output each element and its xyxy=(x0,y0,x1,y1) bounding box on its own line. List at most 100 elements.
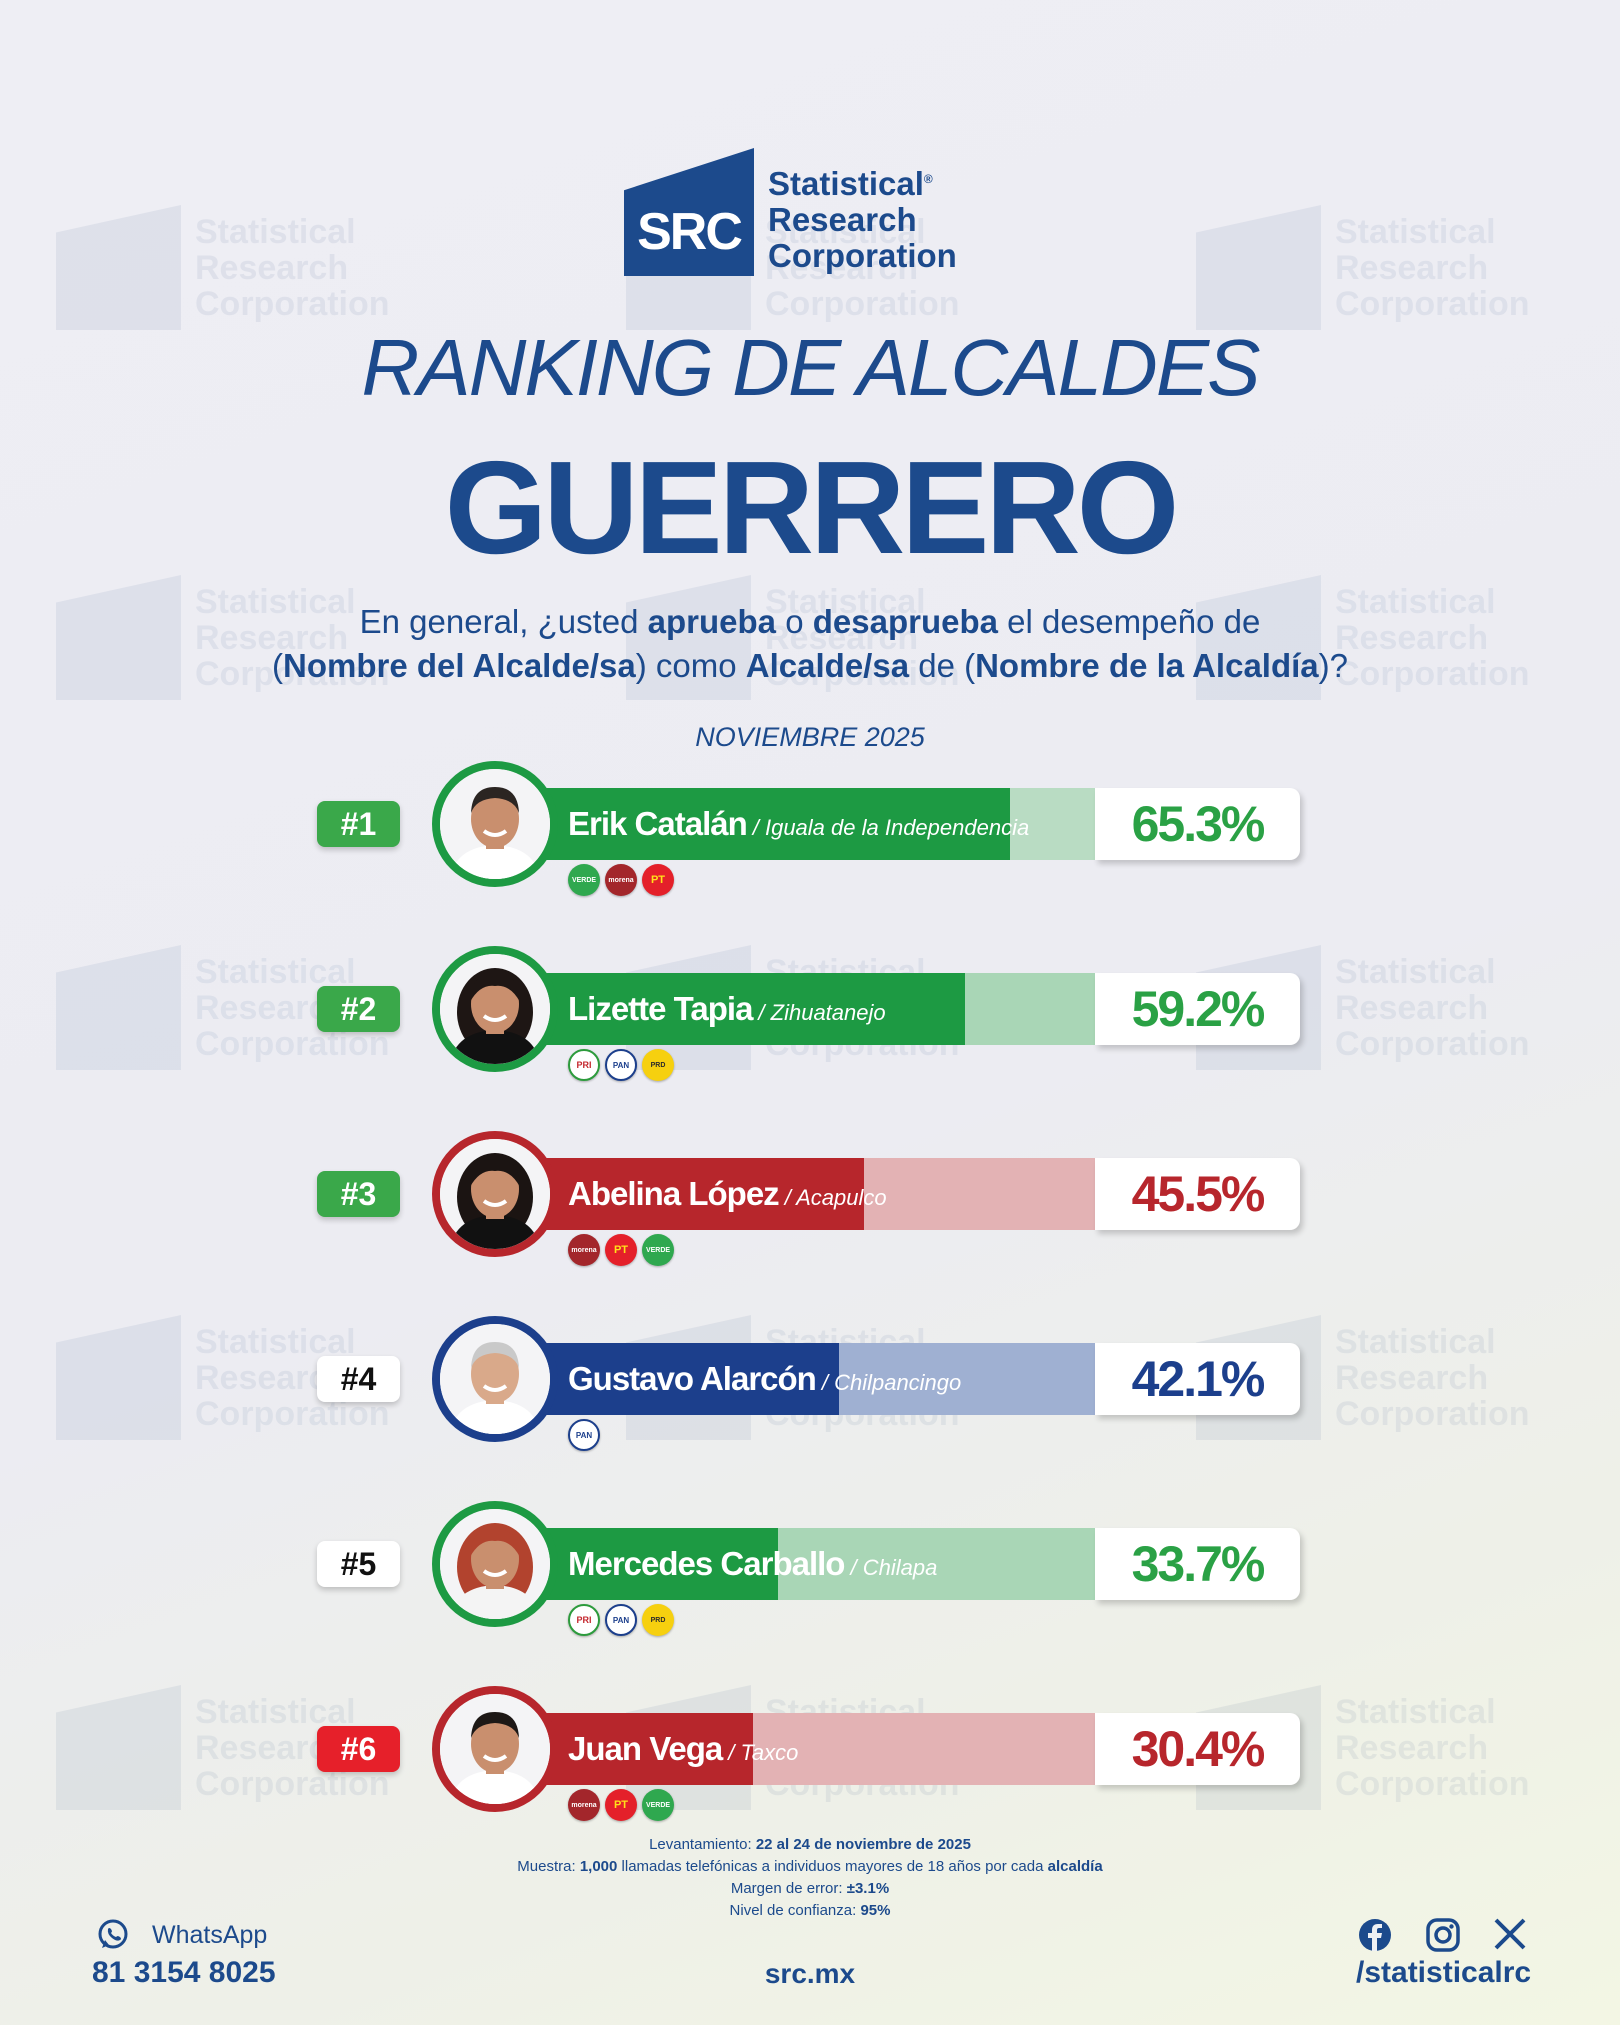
bar-fill xyxy=(530,1158,864,1230)
text-run: Nivel de confianza: xyxy=(729,1902,861,1919)
party-verde-icon: VERDE xyxy=(642,1789,674,1821)
text-run: Muestra: xyxy=(517,1858,580,1875)
approval-value: 45.5% xyxy=(1095,1158,1300,1230)
emphasis-text: Alcalde/sa xyxy=(745,647,910,684)
candidate-label: Abelina López / Acapulco xyxy=(568,1158,887,1230)
candidate-photo xyxy=(432,1501,558,1627)
portrait-image xyxy=(440,954,550,1064)
social-links xyxy=(1358,1918,1526,1952)
candidate-photo xyxy=(432,1131,558,1257)
page-title: RANKING DE ALCALDES xyxy=(361,323,1260,412)
rank-badge: #6 xyxy=(317,1726,400,1772)
survey-question: En general, ¿usted aprueba o desaprueba … xyxy=(0,600,1620,688)
text-run: ( xyxy=(272,647,283,684)
party-prd-icon: PRD xyxy=(642,1049,674,1081)
whatsapp-icon xyxy=(98,1919,128,1949)
party-pan-icon: PAN xyxy=(605,1604,637,1636)
party-verde-icon: VERDE xyxy=(642,1234,674,1266)
text-run: el desempeño de xyxy=(997,603,1261,640)
rank-badge: #5 xyxy=(317,1541,400,1587)
note-line: Margen de error: ±3.1% xyxy=(0,1878,1620,1900)
chart-row: #3 Abelina López / Acapulco 45.5% morena PT VE… xyxy=(0,1124,1620,1266)
candidate-name: Mercedes Carballo xyxy=(568,1545,845,1582)
candidate-photo xyxy=(432,946,558,1072)
rank-badge: #1 xyxy=(317,801,400,847)
survey-date: NOVIEMBRE 2025 xyxy=(695,722,925,752)
note-line: Nivel de confianza: 95% xyxy=(0,1900,1620,1922)
party-logos: morena PT VERDE xyxy=(568,1234,674,1266)
text-run: llamadas telefónicas a individuos mayore… xyxy=(617,1858,1048,1875)
candidate-name: Juan Vega xyxy=(568,1730,723,1767)
chart-row: #2 Lizette Tapia / Zihuatanejo 59.2% PRI PAN P… xyxy=(0,939,1620,1081)
municipality-name: / Chilpancingo xyxy=(821,1370,962,1395)
emphasis-text: Nombre de la Alcaldía xyxy=(975,647,1319,684)
party-prd-icon: PRD xyxy=(642,1604,674,1636)
facebook-icon[interactable] xyxy=(1358,1918,1392,1952)
whatsapp-label: WhatsApp xyxy=(152,1920,268,1949)
whatsapp-contact[interactable]: WhatsApp xyxy=(96,1918,267,1952)
emphasis-text: Nombre del Alcalde/sa xyxy=(283,647,636,684)
party-pan-icon: PAN xyxy=(568,1419,600,1451)
party-pt-icon: PT xyxy=(642,864,674,896)
text-run: Margen de error: xyxy=(730,1880,847,1897)
approval-value: 65.3% xyxy=(1095,788,1300,860)
methodology-notes: Levantamiento: 22 al 24 de noviembre de … xyxy=(0,1834,1620,1922)
website-link[interactable]: src.mx xyxy=(764,1958,856,1989)
bar-fill xyxy=(530,1343,839,1415)
text-run: )? xyxy=(1318,647,1348,684)
approval-value: 59.2% xyxy=(1095,973,1300,1045)
municipality-name: / Chilapa xyxy=(850,1555,938,1580)
instagram-icon[interactable] xyxy=(1426,1918,1460,1952)
party-pt-icon: PT xyxy=(605,1234,637,1266)
candidate-label: Lizette Tapia / Zihuatanejo xyxy=(568,973,886,1045)
text-run: o xyxy=(776,603,813,640)
emphasis-text: 1,000 xyxy=(579,1858,618,1875)
municipality-name: / Taxco xyxy=(728,1740,799,1765)
emphasis-text: alcaldía xyxy=(1047,1858,1103,1875)
municipality-name: / Zihuatanejo xyxy=(758,1000,886,1025)
text-run: En general, ¿usted xyxy=(359,603,648,640)
emphasis-text: ±3.1% xyxy=(846,1880,890,1897)
rank-badge: #2 xyxy=(317,986,400,1032)
bar-fill xyxy=(530,1528,778,1600)
candidate-label: Juan Vega / Taxco xyxy=(568,1713,798,1785)
watermark-mark xyxy=(56,205,181,330)
emphasis-text: aprueba xyxy=(647,603,777,640)
approval-value: 30.4% xyxy=(1095,1713,1300,1785)
portrait-image xyxy=(440,1324,550,1434)
party-morena-icon: morena xyxy=(568,1234,600,1266)
text-run: de ( xyxy=(909,647,976,684)
phone-number[interactable]: 81 3154 8025 xyxy=(92,1956,276,1989)
party-logos: morena PT VERDE xyxy=(568,1789,674,1821)
candidate-photo xyxy=(432,1686,558,1812)
approval-value: 33.7% xyxy=(1095,1528,1300,1600)
party-logos: VERDE morena PT xyxy=(568,864,674,896)
rank-badge: #3 xyxy=(317,1171,400,1217)
party-pan-icon: PAN xyxy=(605,1049,637,1081)
x-icon[interactable] xyxy=(1494,1918,1526,1950)
bar-track xyxy=(530,1528,1095,1600)
social-handle[interactable]: /statisticalrc xyxy=(1356,1956,1532,1989)
party-pt-icon: PT xyxy=(605,1789,637,1821)
bar-track xyxy=(530,1713,1095,1785)
approval-value: 42.1% xyxy=(1095,1343,1300,1415)
party-pri-icon: PRI xyxy=(568,1049,600,1081)
candidate-name: Abelina López xyxy=(568,1175,780,1212)
chart-row: #1 Erik Catalán / Iguala de la Independenc… xyxy=(0,754,1620,896)
party-morena-icon: morena xyxy=(605,864,637,896)
chart-row: #5 Mercedes Carballo / Chilapa 33.7% PRI PAN P… xyxy=(0,1494,1620,1636)
candidate-label: Erik Catalán / Iguala de la Independencia xyxy=(568,788,1029,860)
candidate-label: Mercedes Carballo / Chilapa xyxy=(568,1528,937,1600)
brand-logo: SRC Statistical® Research Corporation xyxy=(624,148,957,276)
emphasis-text: 95% xyxy=(860,1902,891,1919)
state-title: GUERRERO xyxy=(444,434,1180,581)
candidate-name: Erik Catalán xyxy=(568,805,748,842)
